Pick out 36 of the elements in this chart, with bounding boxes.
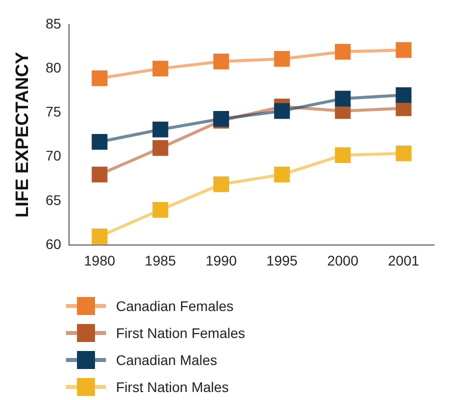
y-axis-title: LIFE EXPECTANCY <box>12 52 32 218</box>
y-tick-label: 75 <box>46 104 62 120</box>
point <box>274 50 290 67</box>
legend-label: Canadian Females <box>116 298 234 314</box>
x-tick-label: 1995 <box>266 252 298 268</box>
point <box>213 176 230 192</box>
y-tick-label: 65 <box>46 192 62 208</box>
x-tick-label: 2001 <box>388 252 420 268</box>
point <box>152 140 168 156</box>
point <box>92 134 108 150</box>
point <box>396 87 412 103</box>
x-tick-label: 1980 <box>84 252 116 268</box>
y-tick-label: 60 <box>46 236 62 252</box>
point <box>152 122 168 138</box>
point <box>334 90 351 106</box>
point <box>334 147 351 163</box>
point <box>152 202 168 218</box>
legend-label: First Nation Males <box>116 378 229 394</box>
point <box>92 166 108 182</box>
point <box>396 42 412 58</box>
x-tick-label: 2000 <box>327 252 359 268</box>
y-tick-label: 85 <box>46 15 62 32</box>
point <box>92 70 108 86</box>
point <box>334 44 351 60</box>
y-tick-label: 70 <box>46 148 62 164</box>
point <box>274 166 290 182</box>
y-tick-label: 80 <box>46 59 62 76</box>
x-tick-label: 1990 <box>206 252 237 268</box>
point <box>213 54 230 70</box>
legend-label: First Nation Females <box>116 324 246 340</box>
x-tick-label: 1985 <box>144 252 176 268</box>
point <box>92 228 108 244</box>
point <box>152 60 168 76</box>
point <box>274 103 290 119</box>
point <box>396 145 412 162</box>
legend-label: Canadian Males <box>116 352 218 368</box>
